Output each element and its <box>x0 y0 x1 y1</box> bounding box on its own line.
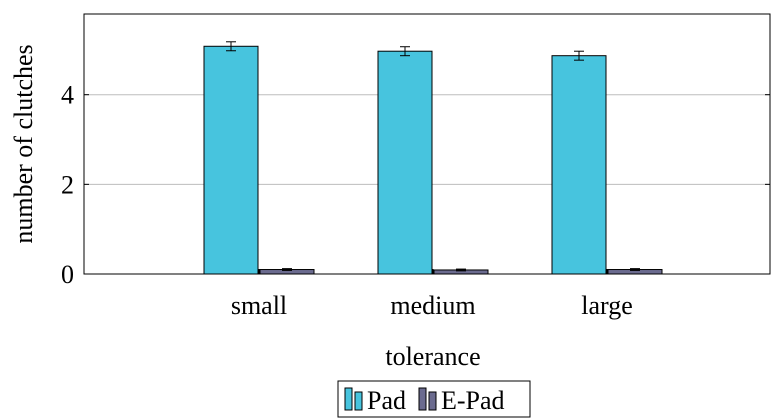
y-tick-label: 0 <box>61 260 74 289</box>
error-bars <box>226 41 640 272</box>
bar-pad-medium <box>377 50 433 275</box>
bar-pad-small <box>203 45 259 275</box>
y-axis-label: number of clutches <box>9 44 38 243</box>
legend-label: E-Pad <box>441 386 505 415</box>
plot-frame <box>83 13 771 275</box>
legend-label: Pad <box>367 386 406 415</box>
bar-pad-large <box>551 55 607 275</box>
x-axis-label: tolerance <box>385 342 480 371</box>
legend-swatch <box>428 391 437 411</box>
x-axis-ticks: small medium large <box>231 269 633 320</box>
legend: Pad E-Pad <box>337 380 531 418</box>
legend-swatch <box>344 387 353 411</box>
legend-entry-e-pad: E-Pad <box>418 386 505 415</box>
y-axis-ticks: 0 2 4 <box>61 81 770 289</box>
bars <box>203 45 663 275</box>
y-tick-label: 4 <box>61 81 74 110</box>
y-tick-label: 2 <box>61 170 74 199</box>
x-tick-label-large: large <box>581 291 633 320</box>
legend-swatch <box>418 387 427 411</box>
x-tick-label-medium: medium <box>390 291 475 320</box>
x-tick-label-small: small <box>231 291 287 320</box>
legend-entry-pad: Pad <box>344 386 406 415</box>
legend-swatch <box>354 391 363 411</box>
